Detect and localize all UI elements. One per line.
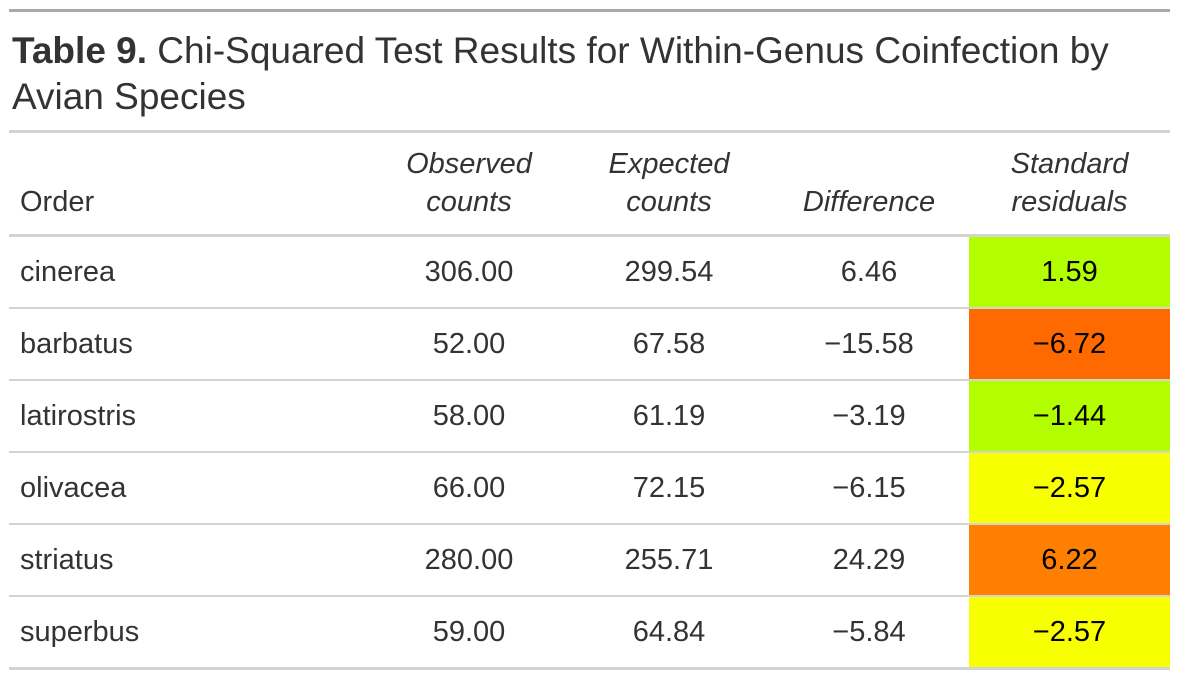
- cell-expected: 67.58: [569, 308, 769, 381]
- cell-observed: 66.00: [369, 452, 569, 525]
- cell-expected: 72.15: [569, 452, 769, 525]
- cell-expected: 61.19: [569, 380, 769, 453]
- table-row: latirostris 58.00 61.19 −3.19 −1.44: [9, 380, 1170, 453]
- column-header-order: Order: [9, 133, 369, 237]
- cell-residual: −2.57: [969, 596, 1170, 670]
- cell-difference: −15.58: [769, 308, 969, 381]
- table-container: Table 9. Chi-Squared Test Results for Wi…: [9, 9, 1170, 670]
- cell-observed: 52.00: [369, 308, 569, 381]
- cell-expected: 64.84: [569, 596, 769, 670]
- table-title: Table 9. Chi-Squared Test Results for Wi…: [9, 12, 1170, 133]
- results-table: Order Observed counts Expected counts Di…: [9, 133, 1170, 670]
- cell-residual: −1.44: [969, 380, 1170, 453]
- column-header-difference: Difference: [769, 133, 969, 237]
- cell-residual: 6.22: [969, 524, 1170, 597]
- cell-order: barbatus: [9, 308, 369, 381]
- header-row: Order Observed counts Expected counts Di…: [9, 133, 1170, 237]
- table-caption: Chi-Squared Test Results for Within-Genu…: [12, 30, 1109, 117]
- table-row: cinerea 306.00 299.54 6.46 1.59: [9, 235, 1170, 309]
- cell-expected: 255.71: [569, 524, 769, 597]
- table-number: Table 9.: [12, 30, 148, 71]
- cell-difference: −6.15: [769, 452, 969, 525]
- cell-difference: 24.29: [769, 524, 969, 597]
- cell-order: superbus: [9, 596, 369, 670]
- cell-residual: 1.59: [969, 235, 1170, 309]
- table-row: olivacea 66.00 72.15 −6.15 −2.57: [9, 452, 1170, 525]
- cell-order: cinerea: [9, 235, 369, 309]
- column-header-observed: Observed counts: [369, 133, 569, 237]
- cell-residual: −6.72: [969, 308, 1170, 381]
- cell-order: olivacea: [9, 452, 369, 525]
- cell-observed: 306.00: [369, 235, 569, 309]
- table-row: striatus 280.00 255.71 24.29 6.22: [9, 524, 1170, 597]
- cell-difference: 6.46: [769, 235, 969, 309]
- cell-order: striatus: [9, 524, 369, 597]
- cell-expected: 299.54: [569, 235, 769, 309]
- column-header-expected: Expected counts: [569, 133, 769, 237]
- cell-observed: 58.00: [369, 380, 569, 453]
- cell-difference: −3.19: [769, 380, 969, 453]
- cell-observed: 59.00: [369, 596, 569, 670]
- cell-difference: −5.84: [769, 596, 969, 670]
- table-row: superbus 59.00 64.84 −5.84 −2.57: [9, 596, 1170, 670]
- column-header-residuals: Standard residuals: [969, 133, 1170, 237]
- cell-residual: −2.57: [969, 452, 1170, 525]
- cell-observed: 280.00: [369, 524, 569, 597]
- table-row: barbatus 52.00 67.58 −15.58 −6.72: [9, 308, 1170, 381]
- cell-order: latirostris: [9, 380, 369, 453]
